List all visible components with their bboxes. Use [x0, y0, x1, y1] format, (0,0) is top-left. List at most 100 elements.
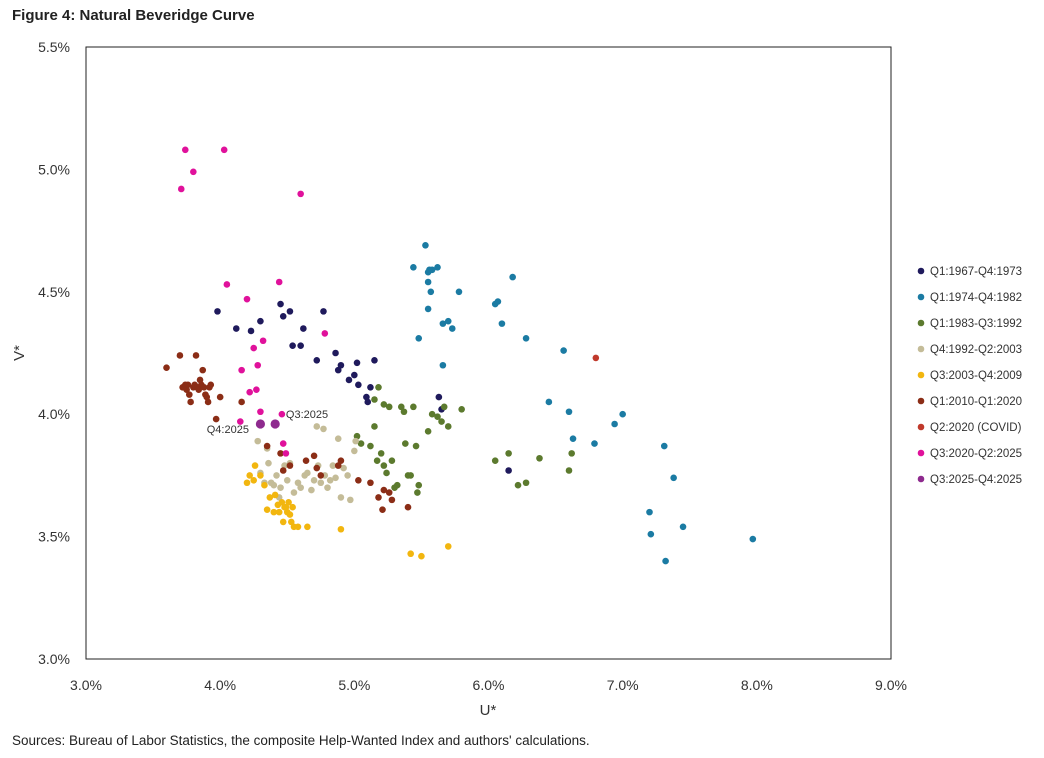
data-point — [246, 388, 253, 396]
data-point — [278, 499, 286, 506]
plot-area — [85, 46, 892, 660]
data-point — [424, 278, 432, 286]
data-point — [347, 496, 354, 504]
data-point — [424, 305, 432, 313]
legend-marker — [917, 423, 925, 431]
data-point — [749, 535, 757, 543]
data-point — [367, 442, 374, 450]
data-point — [195, 386, 202, 394]
data-point — [545, 398, 553, 406]
data-point — [277, 484, 284, 491]
y-tick-label: 4.5% — [38, 284, 70, 300]
data-point — [283, 476, 291, 484]
data-point — [380, 401, 388, 408]
annotation-label: Q3:2025 — [286, 409, 328, 421]
data-point — [383, 469, 390, 477]
data-point — [332, 349, 339, 357]
data-point — [494, 298, 502, 305]
data-point — [444, 543, 452, 550]
data-point — [304, 469, 311, 477]
data-point — [310, 452, 318, 460]
data-point — [294, 523, 302, 531]
data-point — [434, 264, 441, 271]
data-point — [273, 472, 280, 479]
data-point — [385, 403, 393, 411]
data-point — [393, 481, 401, 489]
data-point — [334, 366, 342, 374]
data-point — [285, 499, 292, 506]
data-point — [216, 393, 224, 401]
data-point — [448, 325, 456, 332]
data-point — [388, 457, 396, 465]
data-point — [270, 508, 278, 516]
legend-marker — [917, 449, 925, 457]
data-point — [214, 308, 221, 315]
data-point — [337, 457, 345, 465]
data-point — [415, 481, 423, 489]
data-point — [297, 342, 304, 349]
data-point — [565, 408, 573, 416]
data-point — [263, 506, 271, 513]
data-point — [371, 357, 378, 364]
data-point — [428, 266, 436, 274]
data-point — [320, 308, 327, 315]
data-point — [415, 335, 423, 342]
data-point — [367, 383, 374, 391]
data-point — [371, 396, 378, 403]
data-point — [232, 325, 240, 332]
data-point — [434, 413, 441, 420]
x-axis-title: U* — [480, 702, 497, 719]
data-point — [435, 393, 443, 401]
data-point — [287, 518, 295, 526]
data-point — [257, 472, 264, 479]
data-point — [212, 415, 220, 423]
data-point — [619, 410, 626, 418]
data-point — [277, 300, 284, 308]
data-point — [592, 354, 600, 362]
data-point — [279, 440, 287, 447]
data-point — [187, 398, 194, 406]
annotations: Q3:2025 Q4:2025 — [207, 409, 328, 436]
data-point — [345, 376, 353, 384]
data-point — [286, 308, 294, 315]
data-point — [357, 440, 365, 447]
data-point — [313, 464, 321, 472]
data-point — [243, 479, 251, 487]
data-point — [320, 425, 327, 433]
data-point — [422, 241, 429, 249]
data-point — [321, 330, 329, 337]
x-tick-label: 9.0% — [875, 677, 907, 693]
data-point — [353, 359, 361, 367]
data-points — [163, 146, 757, 565]
data-point — [282, 450, 290, 457]
y-axis-ticks: 3.0% 3.5% 4.0% 4.5% 5.0% 5.5% — [38, 39, 70, 667]
data-point — [192, 352, 200, 359]
data-point — [400, 408, 408, 416]
data-point — [286, 462, 294, 469]
x-tick-label: 8.0% — [741, 677, 773, 693]
data-point — [536, 454, 543, 462]
data-point — [670, 474, 677, 482]
data-point — [647, 530, 655, 538]
data-point — [246, 472, 253, 479]
legend-marker — [917, 267, 925, 275]
legend-marker — [917, 319, 925, 327]
data-point — [297, 190, 304, 198]
data-point — [261, 481, 268, 489]
data-point — [375, 494, 382, 501]
data-point — [679, 523, 687, 531]
legend-label: Q3:2025-Q4:2025 — [930, 474, 1022, 486]
data-point — [458, 406, 465, 413]
data-point — [184, 381, 192, 389]
data-point — [271, 491, 279, 499]
data-point — [340, 464, 347, 472]
data-point — [611, 420, 618, 428]
data-point — [263, 442, 271, 450]
data-point — [351, 447, 358, 455]
legend-label: Q1:1967-Q4:1973 — [930, 266, 1022, 278]
legend-marker — [917, 397, 925, 405]
data-point — [407, 472, 414, 479]
data-point — [253, 386, 260, 394]
y-tick-label: 5.0% — [38, 161, 70, 177]
